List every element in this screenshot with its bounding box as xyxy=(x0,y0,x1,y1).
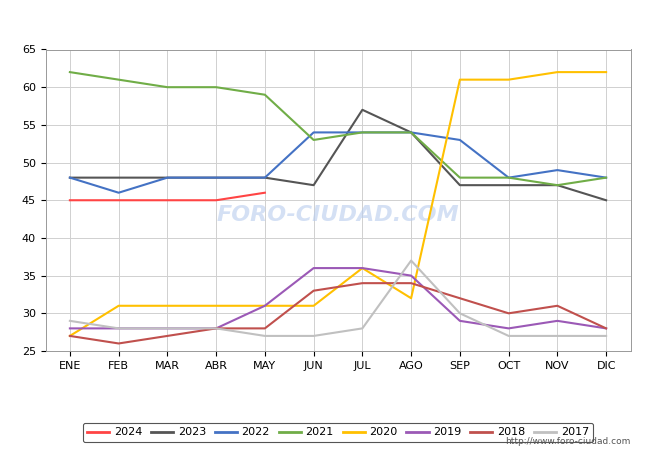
Legend: 2024, 2023, 2022, 2021, 2020, 2019, 2018, 2017: 2024, 2023, 2022, 2021, 2020, 2019, 2018… xyxy=(83,423,593,442)
Text: http://www.foro-ciudad.com: http://www.foro-ciudad.com xyxy=(505,436,630,446)
Text: Afiliados en Hornillos de Cerrato a 31/5/2024: Afiliados en Hornillos de Cerrato a 31/5… xyxy=(153,13,497,28)
Text: FORO-CIUDAD.COM: FORO-CIUDAD.COM xyxy=(216,205,460,225)
